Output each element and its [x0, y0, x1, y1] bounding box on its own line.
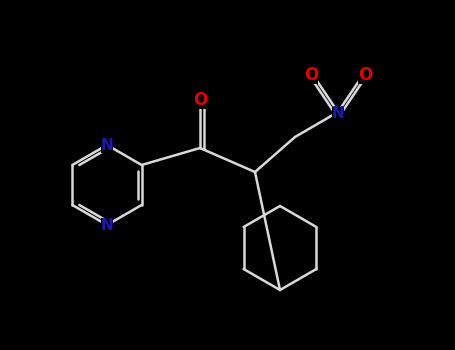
- Text: O: O: [358, 66, 372, 84]
- Text: N: N: [332, 106, 344, 121]
- Text: O: O: [304, 66, 318, 84]
- Text: N: N: [101, 217, 113, 232]
- Text: N: N: [101, 138, 113, 153]
- Text: O: O: [193, 91, 207, 109]
